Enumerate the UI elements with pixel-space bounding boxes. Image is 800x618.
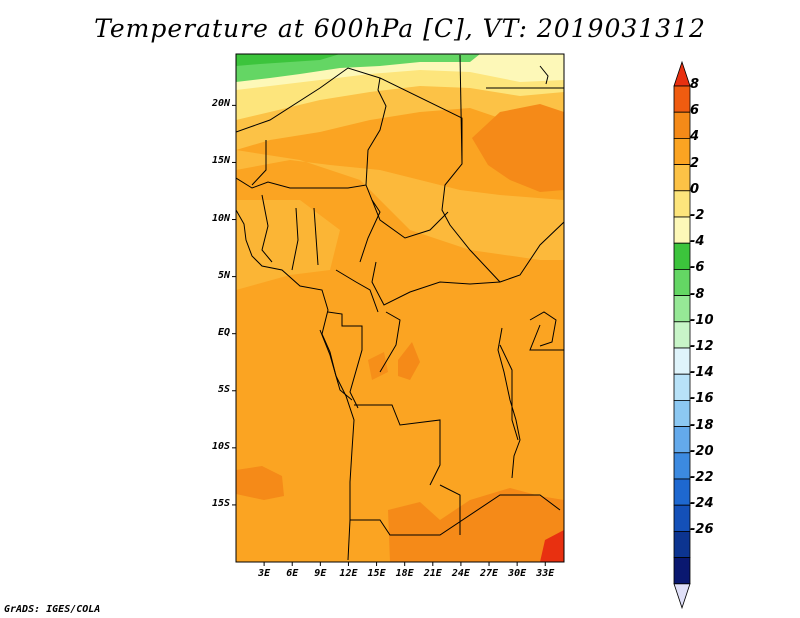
colorbar-swatch xyxy=(673,216,691,244)
colorbar-swatch xyxy=(673,557,691,585)
colorbar-level-label: 2 xyxy=(690,155,700,171)
y-tick-label: EQ xyxy=(217,326,230,338)
colorbar-level-label: -10 xyxy=(690,312,714,328)
x-tick-label: 24E xyxy=(451,568,470,579)
x-tick-label: 3E xyxy=(258,568,271,579)
x-tick-label: 27E xyxy=(479,568,499,579)
colorbar-level-label: -8 xyxy=(690,286,705,302)
temperature-field xyxy=(236,54,564,562)
colorbar-swatch xyxy=(673,268,691,296)
colorbar-swatch xyxy=(673,190,691,218)
colorbar-swatch xyxy=(673,164,691,192)
colorbar-level-label: -12 xyxy=(690,339,714,354)
colorbar xyxy=(673,60,691,610)
x-tick-label: 12E xyxy=(339,568,358,579)
colorbar-swatch xyxy=(673,504,691,532)
x-tick-label: 30E xyxy=(508,568,527,579)
x-tick-label: 21E xyxy=(423,568,442,579)
colorbar-level-label: -20 xyxy=(690,443,714,459)
colorbar-arrow-bottom xyxy=(673,583,691,610)
y-tick-label: 20N xyxy=(211,98,230,110)
colorbar-swatch xyxy=(673,373,691,401)
coastline xyxy=(236,65,557,561)
colorbar-arrow-top xyxy=(673,60,691,87)
colorbar-swatch xyxy=(673,321,691,349)
credit-label: GrADS: IGES/COLA xyxy=(4,604,101,615)
colorbar-swatch xyxy=(673,452,691,480)
colorbar-level-label: -2 xyxy=(690,208,705,223)
axis-ticks xyxy=(232,104,546,566)
colorbar-swatch xyxy=(673,426,691,454)
colorbar-swatch xyxy=(673,399,691,427)
y-tick-label: 15S xyxy=(211,497,230,509)
colorbar-swatch xyxy=(673,85,691,113)
colorbar-level-label: -22 xyxy=(690,470,714,485)
map-frame xyxy=(235,53,565,563)
colorbar-level-label: 4 xyxy=(690,129,700,145)
country-borders xyxy=(236,54,564,536)
x-tick-label: 33E xyxy=(536,568,555,579)
colorbar-level-label: -4 xyxy=(690,234,705,250)
colorbar-level-label: -16 xyxy=(690,391,714,407)
colorbar-swatch xyxy=(673,478,691,506)
colorbar-level-label: 0 xyxy=(690,181,700,197)
colorbar-swatch xyxy=(673,111,691,139)
colorbar-swatch xyxy=(673,295,691,323)
colorbar-level-label: -6 xyxy=(690,260,705,276)
y-tick-label: 5S xyxy=(217,383,230,395)
colorbar-level-label: -26 xyxy=(690,522,714,538)
y-tick-label: 15N xyxy=(211,155,230,167)
y-tick-label: 10N xyxy=(211,212,230,224)
colorbar-level-label: 8 xyxy=(690,77,700,92)
y-tick-label: 10S xyxy=(211,440,230,452)
y-tick-label: 5N xyxy=(217,269,230,281)
colorbar-swatch xyxy=(673,531,691,559)
map-title: Temperature at 600hPa [C], VT: 201903131… xyxy=(94,14,706,43)
x-tick-label: 15E xyxy=(367,568,386,579)
colorbar-swatch xyxy=(673,137,691,165)
x-tick-label: 6E xyxy=(286,568,299,579)
x-tick-label: 9E xyxy=(314,568,327,579)
x-tick-label: 18E xyxy=(395,568,414,579)
colorbar-swatch xyxy=(673,242,691,270)
colorbar-swatch xyxy=(673,347,691,375)
colorbar-level-label: 6 xyxy=(690,103,700,119)
colorbar-level-label: -24 xyxy=(690,496,714,512)
colorbar-level-label: -14 xyxy=(690,365,714,381)
colorbar-level-label: -18 xyxy=(690,417,714,433)
